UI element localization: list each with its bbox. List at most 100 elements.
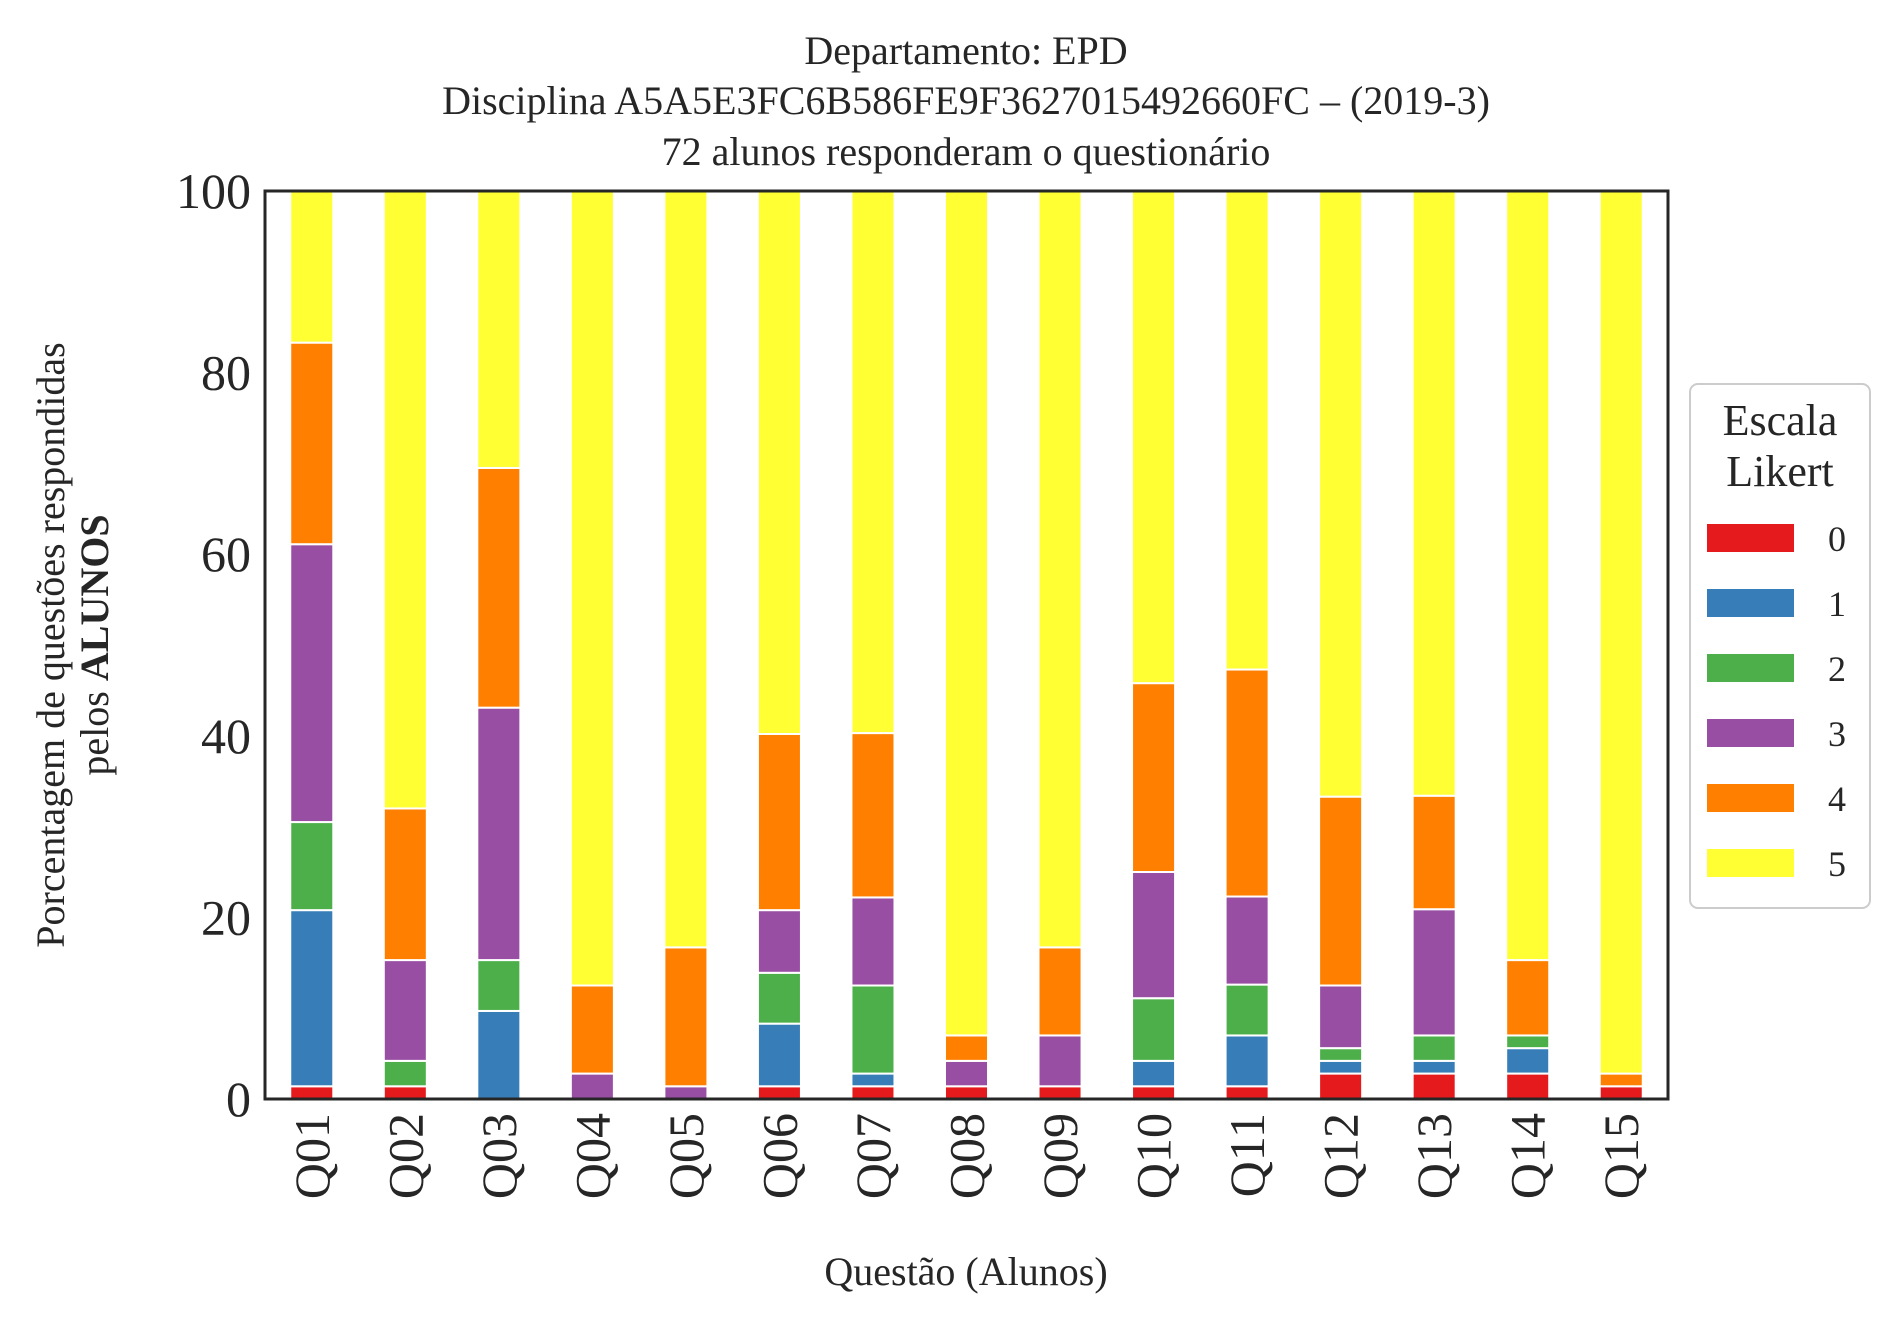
bar-Q09-likert-3 [1037,1034,1083,1088]
y-tick-label-60: 60 [201,526,251,582]
bar-Q01-likert-2 [289,821,335,912]
bar-Q12-likert-1 [1318,1059,1364,1075]
bar-Q02-likert-3 [382,959,428,1062]
bar-Q02-likert-5 [382,190,428,810]
legend-title-line-2: Likert [1726,447,1834,496]
legend-label-4: 4 [1828,779,1846,819]
x-tick-label-Q05: Q05 [658,1113,714,1199]
legend-swatch-5 [1707,849,1794,877]
bar-Q10-likert-4 [1131,682,1177,874]
legend-title-line-1: Escala [1723,396,1838,445]
bar-Q07-likert-5 [850,190,896,735]
legend-swatch-4 [1707,784,1794,812]
bar-Q14-likert-2 [1505,1034,1551,1050]
x-tick-label-Q11: Q11 [1219,1113,1275,1197]
bar-Q03-likert-4 [476,466,522,709]
chart-title-line-2: Disciplina A5A5E3FC6B586FE9F362701549266… [442,78,1490,123]
x-tick-label-Q03: Q03 [471,1113,527,1199]
bar-Q11-likert-5 [1224,190,1270,671]
legend-label-0: 0 [1828,519,1846,559]
bar-Q10-likert-2 [1131,997,1177,1062]
bar-Q01-likert-5 [289,190,335,344]
bar-Q06-likert-2 [756,971,802,1025]
bar-Q06-likert-3 [756,909,802,974]
bar-Q10-likert-5 [1131,190,1177,685]
bar-Q04-likert-5 [569,190,615,987]
bar-Q13-likert-1 [1411,1059,1457,1075]
legend-frame [1689,383,1871,909]
bar-Q14-likert-4 [1505,959,1551,1037]
bar-Q05-likert-4 [663,946,709,1088]
bar-Q12-likert-3 [1318,984,1364,1050]
bar-Q01-likert-0 [289,1085,335,1101]
legend-label-1: 1 [1828,584,1846,624]
x-tick-label-Q09: Q09 [1032,1113,1088,1199]
x-tick-label-Q14: Q14 [1500,1113,1556,1199]
bar-Q09-likert-5 [1037,190,1083,949]
bar-Q13-likert-4 [1411,794,1457,911]
bar-Q14-likert-1 [1505,1047,1551,1075]
x-tick-label-Q13: Q13 [1406,1113,1462,1199]
y-axis-label-line-2: pelos ALUNOS [72,514,117,775]
bar-Q09-likert-4 [1037,946,1083,1037]
x-tick-label-Q01: Q01 [284,1113,340,1199]
bar-Q11-likert-1 [1224,1034,1270,1088]
bar-Q08-likert-5 [943,190,990,1037]
y-axis-label-bold: ALUNOS [72,514,117,681]
bar-Q13-likert-2 [1411,1034,1457,1062]
x-tick-label-Q04: Q04 [564,1113,620,1199]
bar-Q14-likert-0 [1505,1072,1551,1100]
bar-Q01-likert-1 [289,909,335,1088]
bar-Q06-likert-4 [756,732,802,912]
y-axis-ticks: 0 20 40 60 80 100 [176,163,251,1127]
bar-Q08-likert-4 [943,1034,990,1062]
bar-Q10-likert-1 [1131,1059,1177,1088]
bar-Q02-likert-2 [382,1059,428,1088]
bar-Q12-likert-4 [1318,795,1364,987]
bar-Q12-likert-5 [1318,190,1364,798]
legend-label-3: 3 [1828,714,1846,754]
bar-Q07-likert-2 [850,984,896,1075]
bar-Q06-likert-5 [756,190,802,735]
x-tick-label-Q15: Q15 [1593,1113,1649,1199]
bar-Q13-likert-5 [1411,190,1457,797]
y-tick-label-40: 40 [201,708,251,764]
legend-items: 0 1 2 3 4 5 [1707,519,1846,884]
bar-Q15-likert-0 [1598,1085,1644,1101]
bar-Q12-likert-0 [1318,1072,1364,1100]
bar-Q15-likert-5 [1598,190,1644,1075]
x-tick-label-Q06: Q06 [751,1113,807,1199]
bar-Q10-likert-3 [1131,871,1177,1000]
bar-Q08-likert-0 [943,1085,990,1101]
bar-Q02-likert-4 [382,807,428,962]
bar-Q04-likert-4 [569,984,615,1075]
chart-title: Departamento: EPD Disciplina A5A5E3FC6B5… [442,28,1490,174]
bar-Q07-likert-3 [850,896,896,987]
y-tick-label-20: 20 [201,889,251,945]
bar-Q11-likert-0 [1224,1085,1270,1101]
bar-Q03-likert-1 [476,1009,522,1100]
x-axis-label: Questão (Alunos) [824,1249,1107,1294]
y-tick-label-0: 0 [226,1071,251,1127]
bar-Q03-likert-2 [476,959,522,1012]
bar-Q08-likert-3 [943,1059,990,1088]
bar-Q13-likert-0 [1411,1072,1457,1100]
y-tick-label-80: 80 [201,345,251,401]
bar-Q03-likert-5 [476,190,522,469]
bar-Q05-likert-3 [663,1085,709,1101]
bar-Q07-likert-4 [850,732,896,899]
bars-group [289,190,1644,1101]
legend: Escala Likert 0 1 2 3 4 5 [1689,383,1871,909]
bar-Q10-likert-0 [1131,1085,1177,1101]
legend-swatch-0 [1707,524,1794,552]
chart-title-line-1: Departamento: EPD [804,28,1127,73]
x-tick-label-Q08: Q08 [939,1113,995,1199]
legend-swatch-2 [1707,654,1794,682]
bar-Q01-likert-4 [289,341,335,546]
x-tick-label-Q12: Q12 [1313,1113,1369,1199]
bar-Q12-likert-2 [1318,1047,1364,1062]
y-tick-label-100: 100 [176,163,251,219]
bar-Q11-likert-2 [1224,983,1270,1037]
legend-swatch-1 [1707,589,1794,617]
